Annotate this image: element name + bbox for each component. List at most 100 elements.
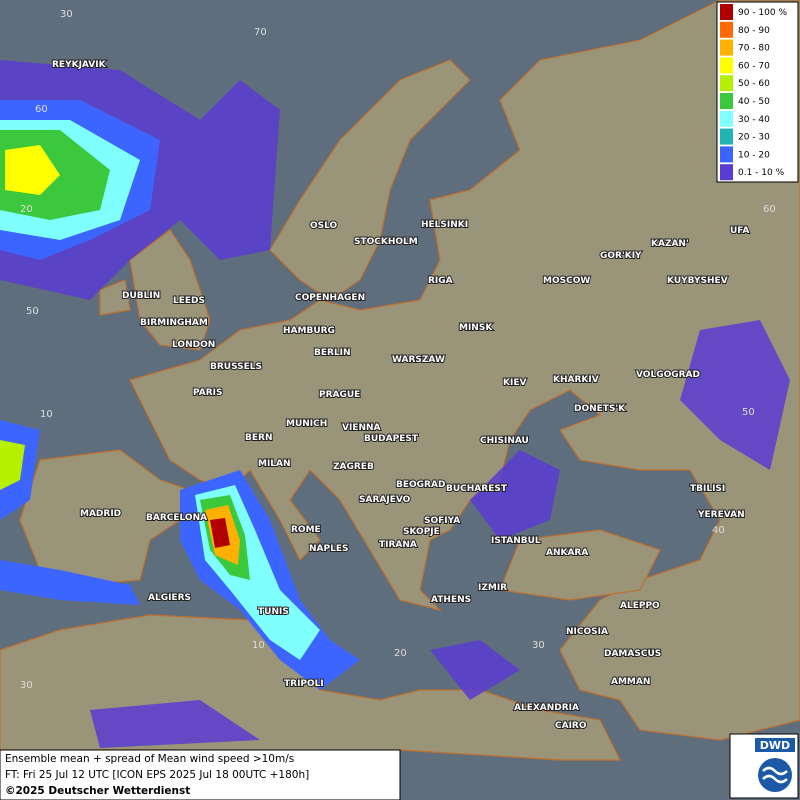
city-label: SOFIYA	[424, 516, 460, 526]
city-label: HAMBURG	[283, 326, 335, 336]
city-label: MINSK	[459, 323, 493, 333]
city-label: ROME	[291, 525, 321, 535]
legend-label: 10 - 20	[738, 150, 770, 160]
logo-icon	[758, 758, 792, 792]
city-label: YEREVAN	[697, 510, 745, 520]
city-label: DONETS'K	[574, 404, 626, 414]
grid-label: 60	[35, 104, 48, 115]
city-label: KAZAN'	[651, 239, 689, 249]
legend-label: 30 - 40	[738, 115, 770, 125]
city-label: SKOPJE	[403, 527, 440, 537]
city-label: BERLIN	[314, 348, 351, 358]
legend-swatch	[720, 146, 733, 163]
legend-swatch	[720, 57, 733, 74]
city-label: ZAGREB	[333, 462, 374, 472]
logo-bar	[755, 738, 795, 752]
legend-swatch	[720, 93, 733, 109]
legend-swatch	[720, 4, 733, 20]
grid-label: 60	[763, 204, 776, 215]
city-label: GOR'KIY	[600, 251, 642, 261]
legend-swatch	[720, 110, 733, 127]
legend-label: 70 - 80	[738, 44, 770, 54]
logo-waves	[762, 766, 788, 784]
grid-label: 30	[532, 640, 545, 651]
legend-label: 20 - 30	[738, 133, 770, 143]
city-label: REYKJAVIK	[52, 60, 107, 70]
city-label: NAPLES	[309, 544, 348, 554]
legend-swatch	[720, 75, 733, 92]
city-label: TBILISI	[690, 484, 725, 494]
city-label: TUNIS	[258, 607, 289, 617]
city-label: DUBLIN	[122, 291, 160, 301]
city-label: ALGIERS	[148, 593, 191, 603]
city-label: ATHENS	[431, 595, 471, 605]
city-label: STOCKHOLM	[354, 237, 418, 247]
legend-swatch	[720, 128, 733, 145]
legend-label: 50 - 60	[738, 79, 770, 89]
city-label: BARCELONA	[146, 513, 207, 523]
city-label: ALEXANDRIA	[514, 703, 579, 713]
legend-label: 0.1 - 10 %	[738, 168, 785, 178]
legend-items: 90 - 100 % 80 - 90 70 - 80 60 - 70 50 - 60 40…	[720, 4, 787, 181]
city-label: CAIRO	[555, 721, 587, 731]
city-label: DAMASCUS	[604, 649, 661, 659]
city-label: KHARKIV	[553, 375, 599, 385]
caption: Ensemble mean + spread of Mean wind spee…	[0, 749, 401, 800]
caption-line: Ensemble mean + spread of Mean wind spee…	[5, 753, 294, 765]
legend: 90 - 100 % 80 - 90 70 - 80 60 - 70 50 - 60 40…	[716, 1, 799, 183]
city-label: KIEV	[503, 378, 526, 388]
city-label: WARSZAW	[392, 355, 445, 365]
city-label: VOLGOGRAD	[636, 370, 700, 380]
city-label: BUDAPEST	[364, 434, 419, 444]
caption-box	[0, 749, 401, 800]
city-label: NICOSIA	[566, 627, 608, 637]
legend-swatch	[720, 21, 733, 38]
city-label: PARIS	[193, 388, 223, 398]
city-label: PRAGUE	[319, 390, 360, 400]
legend-swatch	[720, 39, 733, 56]
city-label: MADRID	[80, 509, 121, 519]
city-label: RIGA	[428, 276, 453, 286]
city-label: MUNICH	[286, 419, 327, 429]
grid-label: 30	[20, 680, 33, 691]
city-label: VIENNA	[342, 423, 381, 433]
grid-label: 20	[394, 648, 407, 659]
grid-label: 50	[26, 306, 39, 317]
city-label: TIRANA	[379, 540, 417, 550]
grid-label: 70	[254, 27, 267, 38]
city-label: BUCHAREST	[446, 484, 508, 494]
city-label: ANKARA	[546, 548, 588, 558]
legend-label: 90 - 100 %	[738, 8, 787, 18]
legend-label: 60 - 70	[738, 61, 770, 71]
city-label: UFA	[730, 226, 749, 236]
city-label: HELSINKI	[421, 220, 468, 230]
city-label: ALEPPO	[620, 601, 660, 611]
city-label: LONDON	[172, 340, 215, 350]
city-label: COPENHAGEN	[295, 293, 365, 303]
grid-label: 20	[20, 204, 33, 215]
city-label: MOSCOW	[543, 276, 590, 286]
wind-probability-areas	[0, 60, 790, 748]
grid-label: 30	[60, 9, 73, 20]
copyright: ©2025 Deutscher Wetterdienst	[5, 785, 190, 797]
city-label: BIRMINGHAM	[140, 318, 208, 328]
city-label: BERN	[245, 433, 272, 443]
logo-text: DWD	[760, 739, 790, 752]
city-label: IZMIR	[478, 583, 507, 593]
city-label: BEOGRAD	[396, 480, 445, 490]
city-label: TRIPOLI	[284, 679, 324, 689]
city-label: KUYBYSHEV	[667, 276, 728, 286]
city-label: SARAJEVO	[359, 495, 411, 505]
city-label: AMMAN	[611, 677, 650, 687]
grid-label: 10	[252, 640, 265, 651]
grid-label: 10	[40, 409, 53, 420]
city-label: OSLO	[310, 221, 338, 231]
grid-label: 50	[742, 407, 755, 418]
caption-line: FT: Fri 25 Jul 12 UTC [ICON EPS 2025 Jul…	[5, 769, 309, 781]
city-label: MILAN	[258, 459, 291, 469]
legend-label: 40 - 50	[738, 97, 770, 107]
city-label: ISTANBUL	[491, 536, 541, 546]
city-label: CHISINAU	[480, 436, 529, 446]
grid-label: 40	[712, 525, 725, 536]
